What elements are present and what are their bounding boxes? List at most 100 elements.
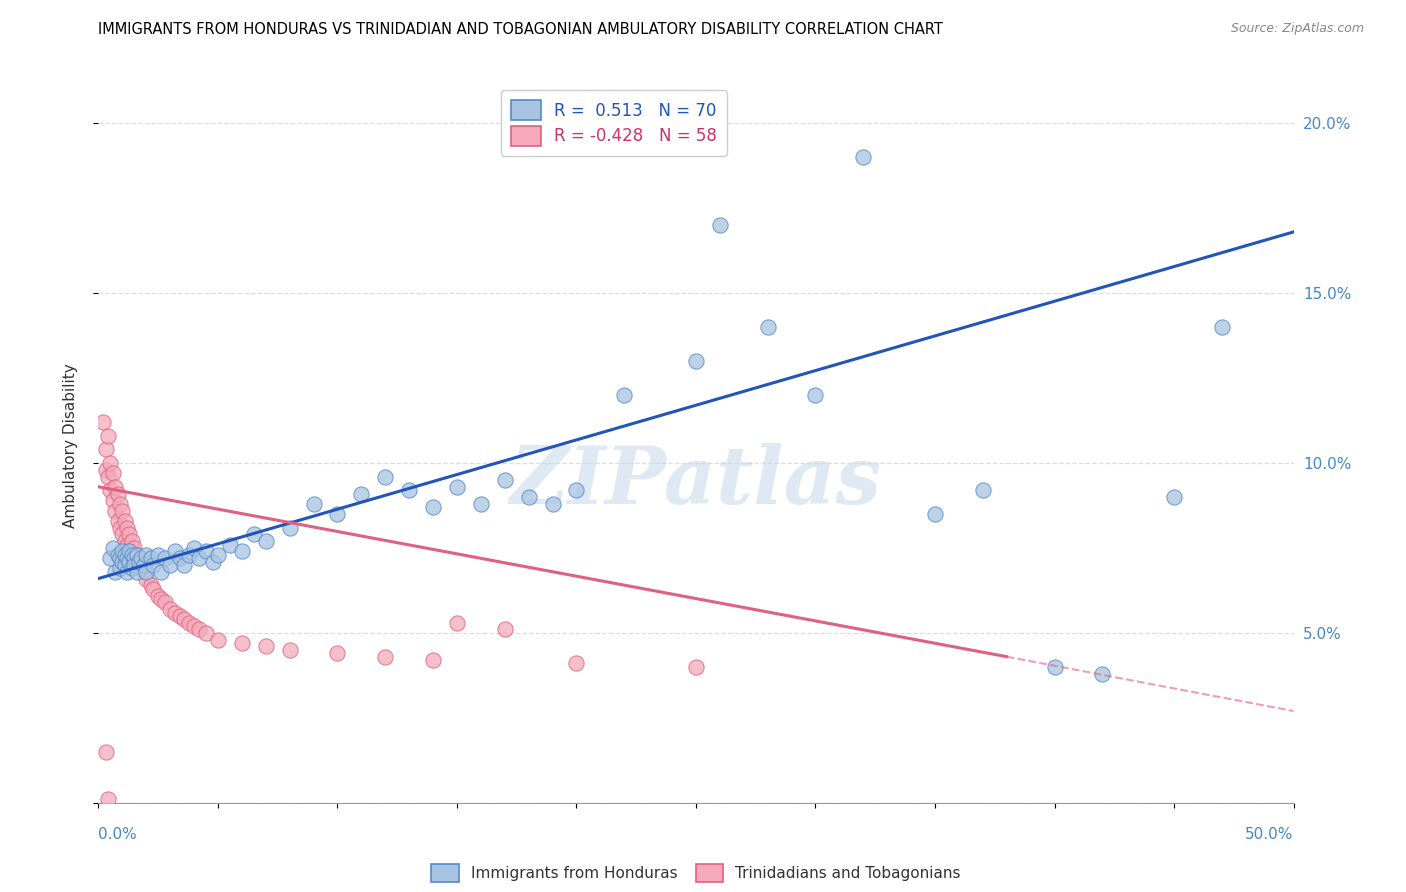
Point — [91, 415, 114, 429]
Point — [139, 578, 162, 592]
Legend: Immigrants from Honduras, Trinidadians and Tobagonians: Immigrants from Honduras, Trinidadians a… — [425, 858, 967, 888]
Point — [374, 469, 396, 483]
Point — [124, 558, 146, 572]
Point — [446, 480, 468, 494]
Point — [115, 520, 138, 534]
Point — [804, 388, 827, 402]
Point — [111, 544, 134, 558]
Text: 0.0%: 0.0% — [98, 827, 138, 841]
Point — [155, 551, 177, 566]
Point — [148, 548, 170, 562]
Point — [142, 558, 165, 572]
Point — [111, 555, 134, 569]
Point — [187, 551, 209, 566]
Point — [132, 558, 155, 572]
Point — [104, 503, 127, 517]
Point — [125, 565, 148, 579]
Text: 50.0%: 50.0% — [1246, 827, 1294, 841]
Point — [231, 636, 253, 650]
Point — [446, 615, 468, 630]
Point — [565, 483, 588, 498]
Point — [97, 429, 120, 443]
Point — [565, 657, 588, 671]
Point — [494, 623, 516, 637]
Point — [108, 551, 131, 566]
Point — [194, 544, 218, 558]
Point — [470, 497, 492, 511]
Point — [108, 561, 131, 575]
Point — [111, 503, 134, 517]
Point — [131, 551, 153, 566]
Point — [187, 623, 209, 637]
Point — [852, 150, 875, 164]
Point — [108, 497, 131, 511]
Point — [125, 548, 148, 562]
Point — [104, 480, 127, 494]
Point — [1211, 320, 1233, 334]
Point — [114, 534, 136, 549]
Point — [148, 589, 170, 603]
Point — [98, 456, 122, 470]
Point — [219, 537, 242, 551]
Point — [194, 626, 218, 640]
Point — [163, 606, 186, 620]
Point — [756, 320, 779, 334]
Point — [121, 548, 143, 562]
Point — [326, 646, 349, 660]
Point — [972, 483, 994, 498]
Point — [302, 497, 325, 511]
Point — [207, 632, 229, 647]
Point — [254, 640, 277, 654]
Point — [173, 612, 195, 626]
Point — [685, 660, 707, 674]
Point — [124, 551, 146, 566]
Point — [374, 649, 396, 664]
Point — [107, 486, 129, 500]
Point — [1091, 666, 1114, 681]
Point — [541, 497, 564, 511]
Point — [350, 486, 373, 500]
Point — [243, 527, 266, 541]
Point — [142, 582, 165, 596]
Point — [326, 507, 349, 521]
Point — [254, 534, 277, 549]
Point — [278, 520, 301, 534]
Point — [139, 551, 162, 566]
Point — [494, 473, 516, 487]
Point — [128, 555, 150, 569]
Point — [121, 534, 143, 549]
Point — [101, 493, 124, 508]
Point — [613, 388, 636, 402]
Point — [101, 541, 124, 555]
Point — [98, 483, 122, 498]
Point — [114, 558, 136, 572]
Point — [169, 608, 191, 623]
Point — [179, 548, 201, 562]
Point — [149, 565, 172, 579]
Point — [149, 591, 172, 606]
Point — [131, 561, 153, 575]
Point — [1163, 490, 1185, 504]
Point — [135, 565, 157, 579]
Point — [231, 544, 253, 558]
Point — [128, 555, 150, 569]
Point — [135, 548, 157, 562]
Point — [121, 551, 143, 566]
Point — [132, 565, 155, 579]
Point — [202, 555, 225, 569]
Point — [159, 602, 181, 616]
Point — [104, 565, 127, 579]
Point — [101, 466, 124, 480]
Text: Source: ZipAtlas.com: Source: ZipAtlas.com — [1230, 22, 1364, 36]
Y-axis label: Ambulatory Disability: Ambulatory Disability — [63, 364, 77, 528]
Point — [118, 527, 141, 541]
Point — [94, 463, 117, 477]
Point — [98, 551, 122, 566]
Point — [135, 572, 157, 586]
Point — [398, 483, 420, 498]
Point — [278, 643, 301, 657]
Point — [709, 218, 731, 232]
Point — [108, 520, 131, 534]
Point — [114, 514, 136, 528]
Point — [114, 548, 136, 562]
